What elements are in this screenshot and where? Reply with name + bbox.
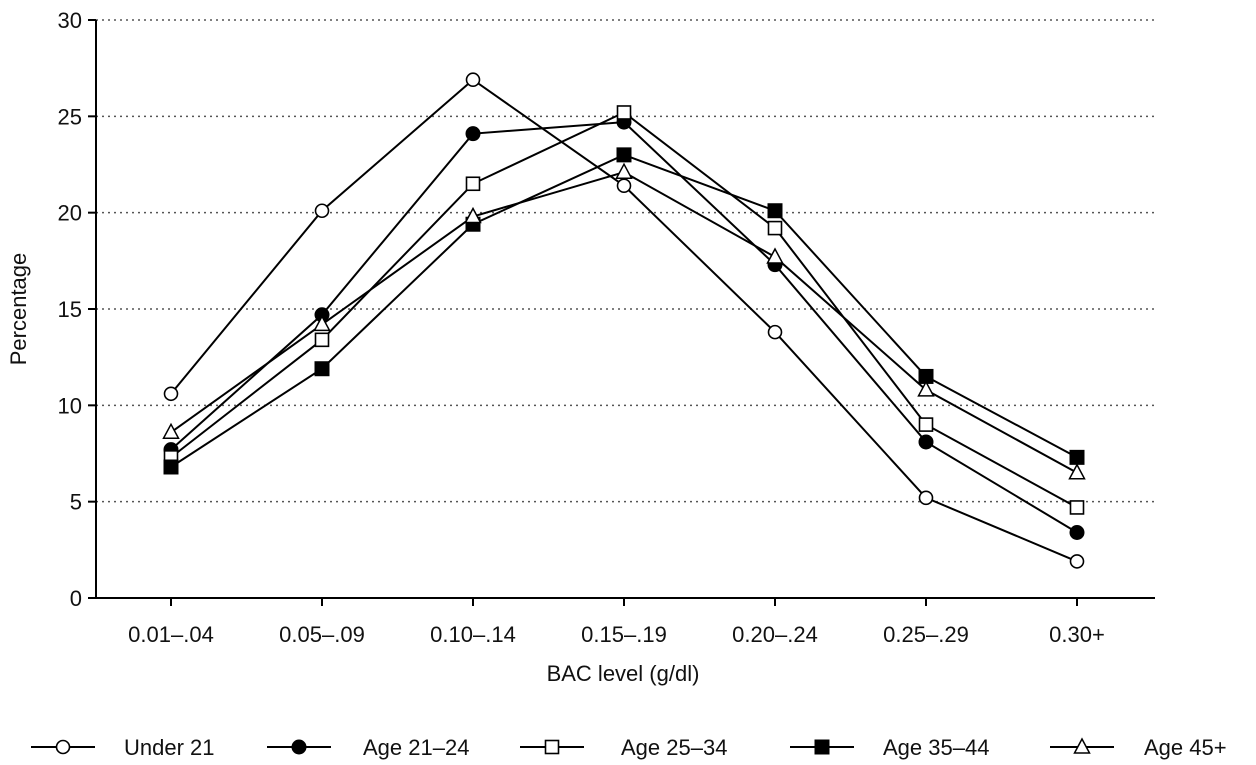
y-axis-title: Percentage (6, 253, 31, 366)
y-tick-label: 0 (70, 586, 82, 611)
series-point-3 (314, 361, 330, 377)
x-tick-label: 0.15–.19 (581, 622, 667, 647)
series-point-0 (314, 203, 330, 219)
x-tick-label: 0.05–.09 (279, 622, 365, 647)
legend-marker (544, 739, 560, 755)
legend-marker (1073, 737, 1091, 754)
series-point-3 (616, 147, 632, 163)
series-point-0 (616, 178, 632, 193)
x-tick-label: 0.30+ (1049, 622, 1105, 647)
x-ticks: 0.01–.04 0.05–.09 0.10–.14 0.15–.19 0.20–.24… (128, 598, 1105, 647)
y-ticks: 0 5 10 15 20 25 30 (58, 8, 96, 611)
x-axis-title: BAC level (g/dl) (547, 661, 700, 686)
legend-label: Age 45+ (1144, 735, 1227, 760)
series-point-0 (1069, 554, 1085, 569)
y-tick-label: 30 (58, 8, 82, 33)
series-point-2 (616, 105, 632, 120)
x-tick-label: 0.01–.04 (128, 622, 214, 647)
series-point-2 (918, 417, 934, 432)
series-point-3 (767, 203, 783, 219)
series-point-2 (767, 220, 783, 236)
legend-marker (814, 739, 830, 755)
series-point-0 (163, 386, 179, 402)
x-tick-label: 0.20–.24 (732, 622, 818, 647)
series-point-3 (163, 459, 179, 475)
series-point-4 (1068, 463, 1086, 480)
series-point-3 (1069, 449, 1085, 465)
y-tick-label: 20 (58, 201, 82, 226)
series-point-4 (162, 422, 180, 440)
x-tick-label: 0.25–.29 (883, 622, 969, 647)
series-point-4 (464, 206, 482, 224)
series-point-1 (465, 126, 481, 142)
legend-label: Under 21 (124, 735, 215, 760)
series-point-0 (767, 324, 783, 340)
series-point-4 (917, 380, 935, 397)
series-group (162, 72, 1086, 569)
series-point-0 (465, 72, 481, 88)
y-tick-label: 15 (58, 297, 82, 322)
y-tick-label: 5 (70, 490, 82, 515)
series-point-2 (465, 176, 481, 192)
series-point-4 (615, 162, 633, 179)
legend-label: Age 25–34 (621, 735, 727, 760)
y-tick-label: 10 (58, 393, 82, 418)
legend-marker (291, 739, 307, 755)
series-point-1 (918, 434, 934, 450)
series-point-1 (1069, 524, 1085, 540)
legend-label: Age 35–44 (883, 735, 989, 760)
series-point-2 (1069, 500, 1085, 515)
series-point-4 (766, 247, 784, 264)
series-point-4 (313, 314, 331, 332)
series-point-2 (314, 332, 330, 348)
legend-label: Age 21–24 (363, 735, 469, 760)
legend: Under 21 Age 21–24 Age 25–34 Age 35–44 Age 4… (31, 735, 1227, 760)
legend-marker (55, 739, 71, 755)
x-tick-label: 0.10–.14 (430, 622, 516, 647)
series-line-3 (170, 153, 1078, 468)
y-tick-label: 25 (58, 104, 82, 129)
series-line-4 (170, 171, 1078, 474)
series-point-0 (918, 490, 934, 506)
